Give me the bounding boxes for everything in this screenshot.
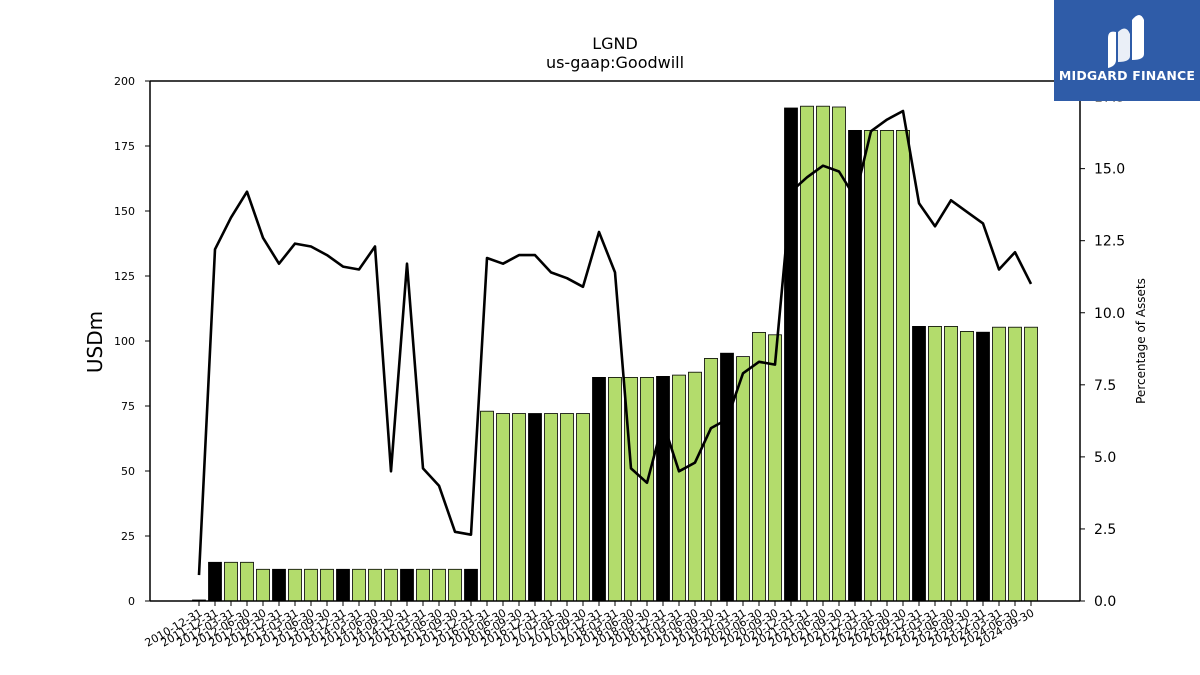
y-tick-label: 125: [114, 270, 135, 283]
percentage-line: [197, 109, 1033, 576]
y-tick-label: 175: [114, 140, 135, 153]
y2-tick-label: 12.5: [1094, 234, 1125, 250]
bar: [640, 376, 654, 602]
bar: [1008, 326, 1022, 602]
brand-name: MIDGARD FINANCE: [1058, 68, 1196, 83]
bar: [736, 356, 750, 602]
bar: [272, 568, 286, 602]
bar: [992, 326, 1006, 602]
y2-tick-label: 7.5: [1094, 378, 1116, 394]
y2-tick-label: 5.0: [1094, 450, 1116, 466]
bar: [416, 568, 430, 602]
bar: [496, 413, 510, 602]
bar: [672, 374, 686, 602]
y-tick-label: 100: [114, 335, 135, 348]
bar: [704, 357, 718, 602]
bar: [688, 371, 702, 602]
y-tick-label: 25: [121, 530, 135, 543]
bar: [400, 568, 414, 602]
bar: [960, 330, 974, 602]
bar: [288, 568, 302, 602]
y2-tick-label: 10.0: [1094, 306, 1125, 322]
bar: [576, 413, 590, 602]
bar: [480, 410, 494, 602]
bar: [464, 568, 478, 602]
bar: [528, 413, 542, 602]
bar: [336, 568, 350, 602]
y2-axis-label: Percentage of Assets: [1134, 278, 1148, 404]
bar: [896, 129, 910, 602]
bar: [592, 376, 606, 602]
bar: [320, 568, 334, 602]
bar: [432, 568, 446, 602]
bar: [304, 568, 318, 602]
plot-area: 0 25 50 75 100 125 150 175 200 0.0 2.5 5.0 7.5 10.0 12…: [114, 75, 1125, 650]
bar: [240, 561, 254, 602]
chart-subtitle: us-gaap:Goodwill: [546, 53, 684, 72]
bar: [912, 325, 926, 602]
y-tick-label: 50: [121, 465, 135, 478]
bar: [720, 352, 734, 602]
y-tick-label: 0: [128, 595, 135, 608]
brand-logo: MIDGARD FINANCE: [1054, 0, 1200, 101]
bar: [256, 568, 270, 602]
bar: [512, 413, 526, 602]
y2-tick-label: 2.5: [1094, 522, 1116, 538]
bar: [560, 413, 574, 602]
bar: [768, 334, 782, 602]
bar: [864, 129, 878, 602]
bar: [368, 568, 382, 602]
bar: [384, 568, 398, 602]
y2-tick-label: 15.0: [1094, 162, 1125, 178]
y-tick-label: 75: [121, 400, 135, 413]
bar: [784, 107, 798, 602]
bar: [448, 568, 462, 602]
chart-title: LGND: [592, 34, 638, 53]
y-tick-label: 150: [114, 205, 135, 218]
bar: [848, 129, 862, 602]
bar: [608, 376, 622, 602]
bar: [928, 325, 942, 602]
bar: [544, 413, 558, 602]
bar: [224, 561, 238, 602]
bar: [752, 331, 766, 602]
y2-tick-label: 0.0: [1094, 594, 1116, 610]
y-tick-label: 200: [114, 75, 135, 88]
bar: [816, 105, 830, 602]
bar: [944, 325, 958, 602]
bar: [656, 375, 670, 602]
y-axis-label: USDm: [83, 311, 107, 373]
bar: [208, 561, 222, 602]
bar: [1024, 326, 1038, 602]
bar: [352, 568, 366, 602]
midgard-logo-icon: [1108, 15, 1144, 69]
bar: [976, 331, 990, 602]
bar: [880, 129, 894, 602]
